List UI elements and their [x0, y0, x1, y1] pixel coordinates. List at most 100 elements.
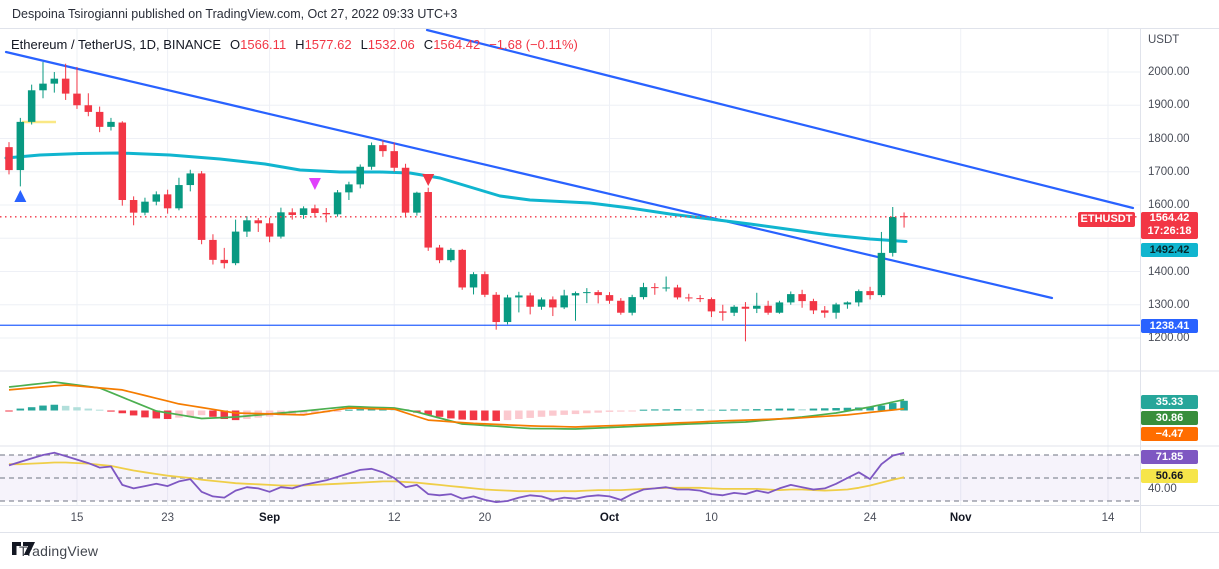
candle-body: [265, 223, 274, 237]
chart-legend[interactable]: Ethereum / TetherUS, 1D, BINANCE O1566.11…: [11, 37, 578, 52]
candle-body: [798, 294, 806, 302]
last-price-badge: 1564.42 17:26:18: [1141, 211, 1198, 239]
time-tick-month: Sep: [259, 512, 281, 524]
oscillator-histogram-bar: [673, 409, 682, 411]
oscillator-histogram-bar: [73, 407, 81, 411]
candle-body: [186, 173, 195, 186]
oscillator-histogram-bar: [741, 409, 750, 411]
candle-body: [515, 295, 523, 298]
support-value-badge: 1238.41: [1141, 318, 1198, 333]
oscillator-histogram-bar: [809, 408, 818, 411]
oscillator-histogram-bar: [617, 410, 625, 412]
ohlc-low-value: 1532.06: [367, 37, 415, 52]
oscillator-histogram-bar: [843, 407, 852, 411]
oscillator-histogram-bar: [141, 410, 149, 418]
candle-body: [16, 121, 25, 171]
ohlc-low-label: L: [360, 37, 368, 52]
triangle-down-marker: [308, 178, 321, 190]
oscillator-histogram-bar: [481, 410, 489, 421]
candle-body: [617, 300, 625, 313]
candle-body: [809, 301, 818, 311]
top-frame-line: [0, 28, 1219, 29]
candle-body: [95, 111, 104, 127]
symbol-price-tag: ETHUSDT: [1078, 211, 1135, 227]
candle-body: [401, 167, 410, 213]
candle-body: [50, 78, 59, 84]
oscillator-histogram-bar: [832, 408, 840, 411]
oscillator-histogram-bar: [163, 410, 172, 420]
oscillator-histogram-bar: [197, 410, 206, 416]
triangle-up-marker: [14, 190, 27, 202]
candle-body: [741, 306, 750, 309]
candle-body: [537, 299, 546, 307]
candle-body: [277, 212, 285, 237]
candle-body: [481, 274, 489, 295]
candle-body: [107, 121, 115, 127]
price-tick-label: 1800.00: [1148, 132, 1190, 145]
oscillator-histogram-bar: [775, 408, 784, 411]
oscillator-histogram-bar: [333, 410, 342, 412]
candle-body: [322, 212, 330, 215]
oscillator-histogram-bar: [186, 410, 195, 417]
candle-body: [84, 105, 93, 112]
ohlc-open-label: O: [230, 37, 241, 52]
time-axis-top-line: [0, 505, 1219, 506]
oscillator-line-badge: 30.86: [1141, 410, 1198, 425]
candle-body: [855, 291, 863, 303]
tradingview-footer[interactable]: TradingView: [12, 541, 98, 561]
time-tick-month: Oct: [599, 512, 620, 524]
candle-body: [469, 274, 478, 288]
candle-body: [877, 252, 886, 296]
candle-body: [288, 212, 296, 215]
candle-body: [651, 287, 659, 289]
candle-body: [900, 216, 908, 218]
candle-body: [152, 194, 161, 202]
candle-body: [356, 166, 364, 185]
candle-body: [707, 299, 716, 312]
candle-body: [549, 299, 557, 308]
currency-label: USDT: [1148, 34, 1180, 46]
price-tick-label: 1600.00: [1148, 199, 1190, 211]
candle-body: [379, 145, 387, 152]
candle-body: [367, 145, 376, 167]
candle-body: [27, 90, 36, 122]
candle-body: [730, 306, 738, 313]
time-tick-month: Nov: [949, 512, 972, 524]
symbol-title[interactable]: Ethereum / TetherUS, 1D, BINANCE: [11, 37, 222, 52]
oscillator-histogram-bar: [424, 410, 432, 415]
publisher-bar: Despoina Tsirogianni published on Tradin…: [0, 0, 1219, 28]
candle-body: [424, 192, 432, 248]
candle-body: [39, 83, 47, 91]
candle-body: [492, 294, 500, 323]
oscillator-histogram-bar: [129, 410, 138, 416]
oscillator-histogram-bar: [503, 410, 512, 421]
oscillator-histogram-bar: [345, 409, 353, 411]
candle-body: [843, 302, 852, 305]
ohlc-close-value: 1564.42: [433, 37, 481, 52]
time-tick-day: 23: [161, 512, 175, 524]
oscillator-histogram-bar: [458, 410, 466, 420]
price-tick-label: 2000.00: [1148, 66, 1190, 78]
ma-value-badge: 1492.42: [1141, 243, 1198, 257]
oscillator-histogram-bar: [27, 407, 36, 411]
candle-body: [333, 192, 342, 215]
candle-body: [787, 294, 795, 303]
rsi-ma-badge: 50.66: [1141, 469, 1198, 483]
price-tick-label: 1200.00: [1148, 332, 1190, 344]
tradingview-brand-text: TradingView: [19, 543, 99, 559]
price-tick-label: 1900.00: [1148, 99, 1190, 112]
candle-body: [345, 184, 353, 193]
candle-body: [243, 220, 251, 232]
candle-body: [5, 147, 13, 171]
time-tick-day: 24: [863, 512, 877, 524]
oscillator-histogram-bar: [231, 410, 240, 421]
candle-body: [888, 216, 897, 253]
oscillator-histogram-bar: [888, 403, 897, 411]
oscillator-histogram-bar: [5, 410, 13, 412]
candle-body: [141, 201, 149, 213]
oscillator-histogram-bar: [220, 410, 229, 420]
candle-body: [571, 293, 580, 296]
time-tick-day: 15: [70, 512, 84, 524]
oscillator-histogram-bar: [537, 410, 546, 417]
